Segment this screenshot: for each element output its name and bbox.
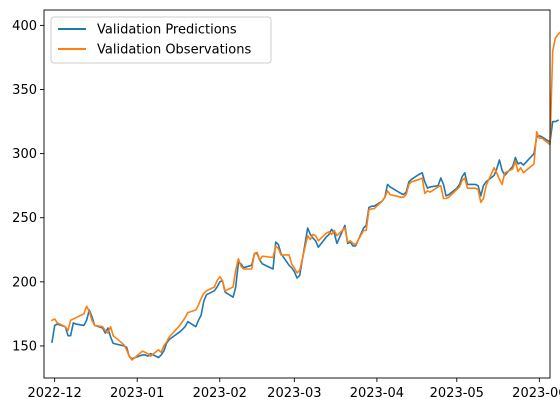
series-line-1 [50,31,560,361]
legend: Validation Predictions Validation Observ… [50,16,272,64]
x-tick-label: 2023-04 [350,386,404,401]
x-tick-label: 2023-06 [512,386,560,401]
x-tick-label: 2023-05 [430,386,484,401]
x-tick-label: 2023-03 [267,386,321,401]
legend-entry-predictions: Validation Predictions [58,23,237,38]
series-layer [50,31,560,361]
legend-label-predictions: Validation Predictions [97,23,237,38]
y-tick-label: 300 [12,147,37,162]
y-tick-label: 350 [12,83,37,98]
legend-label-observations: Validation Observations [97,43,251,58]
y-tick-label: 200 [12,275,37,290]
series-line-0 [51,119,560,360]
legend-box [50,16,272,64]
y-tick-label: 400 [12,19,37,34]
y-tick-label: 250 [12,211,37,226]
x-tick-label: 2022-12 [27,386,81,401]
x-tick-label: 2023-02 [193,386,247,401]
axes-frame [43,9,551,379]
x-tick-label: 2023-01 [110,386,164,401]
x-axis: 2022-12 2023-01 2023-02 2023-03 2023-04 2023-… [27,378,560,401]
y-axis: 150 200 250 300 350 400 [12,19,44,354]
legend-entry-observations: Validation Observations [58,43,251,58]
y-tick-label: 150 [12,339,37,354]
